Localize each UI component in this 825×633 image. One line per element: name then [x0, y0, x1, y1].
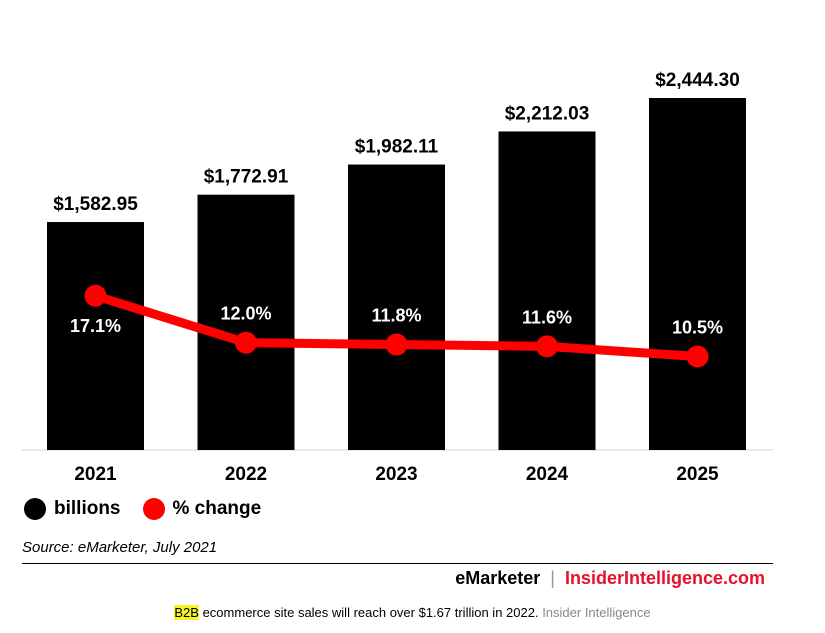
x-tick-label-2025: 2025	[676, 464, 719, 485]
legend: billions % change	[24, 498, 283, 520]
bar-2024	[498, 131, 596, 450]
percent-label-2022: 12.0%	[220, 304, 271, 324]
percent-label-2023: 11.8%	[371, 306, 421, 326]
legend-label-percent-change: % change	[172, 498, 262, 519]
bar-2021	[47, 222, 144, 450]
caption-credit: Insider Intelligence	[538, 605, 651, 620]
bar-2025	[649, 98, 746, 450]
bar-value-label-2025: $2,444.30	[655, 70, 740, 91]
percent-point-2025	[686, 345, 709, 368]
bar-value-label-2021: $1,582.95	[53, 194, 138, 215]
x-tick-label-2023: 2023	[375, 464, 417, 485]
legend-black-dot-icon	[24, 498, 46, 520]
percent-point-2023	[385, 333, 408, 356]
x-tick-label-2024: 2024	[526, 464, 569, 485]
legend-red-dot-icon	[142, 498, 165, 520]
x-tick-label-2021: 2021	[74, 464, 117, 485]
percent-point-2021	[84, 284, 107, 307]
brand-separator: |	[550, 568, 555, 588]
brand-emarketer: eMarketer	[455, 568, 541, 588]
b2b-sales-chart: $1,582.95 2021 $1,772.91 2022 $1,982.11 2023 $…	[22, 70, 773, 485]
percent-label-2025: 10.5%	[672, 318, 723, 338]
bar-value-label-2023: $1,982.11	[355, 137, 439, 158]
percent-label-2024: 11.6%	[522, 307, 572, 327]
divider	[22, 563, 773, 564]
brand-insider-link[interactable]: InsiderIntelligence.com	[564, 568, 765, 588]
caption-text: ecommerce site sales will reach over $1.…	[198, 605, 539, 620]
brand-footer: eMarketer | InsiderIntelligence.com	[455, 568, 765, 589]
x-tick-label-2022: 2022	[225, 464, 267, 485]
legend-item-percent-change: % change	[142, 498, 262, 520]
bar-value-label-2024: $2,212.03	[505, 103, 590, 124]
percent-point-2024	[536, 335, 558, 358]
legend-item-billions: billions	[24, 498, 121, 520]
caption-highlight: B2B	[174, 605, 199, 620]
image-caption: B2B ecommerce site sales will reach over…	[0, 605, 825, 620]
percent-point-2022	[235, 331, 257, 354]
source-note: Source: eMarketer, July 2021	[22, 539, 218, 556]
legend-label-billions: billions	[54, 498, 121, 519]
bar-value-label-2022: $1,772.91	[204, 167, 289, 188]
bar-2022	[197, 194, 295, 450]
percent-label-2021: 17.1%	[70, 316, 121, 336]
bar-2023	[348, 164, 445, 450]
